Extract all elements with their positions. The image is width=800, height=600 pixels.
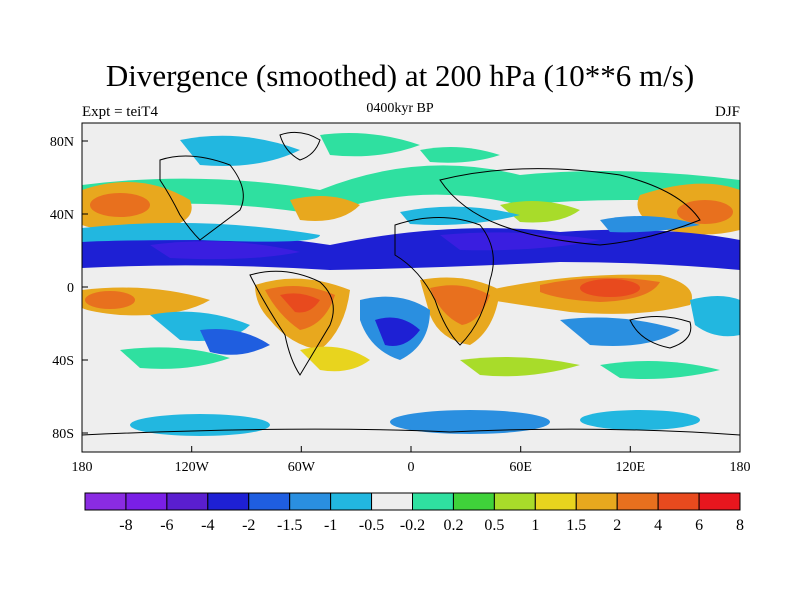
colorbar-label: -1.5 [277,517,302,534]
colorbar-swatch [575,492,618,511]
colorbar-swatch [371,492,413,511]
colorbar-label: 8 [736,517,744,534]
y-label-40n: 40N [50,208,74,223]
colorbar-label: 4 [654,517,662,534]
colorbar-swatch [534,492,577,511]
x-label-120e: 120E [616,460,646,475]
colorbar-label: 2 [613,517,621,534]
season-label: DJF [714,104,740,120]
colorbar-swatch [493,492,536,511]
colorbar-label: 1 [531,517,539,534]
south-blue-patch [390,410,550,434]
x-label-60w: 60W [288,460,316,475]
x-label-0: 0 [408,460,415,475]
colorbar-label: -6 [160,517,173,534]
x-label-180w: 180 [72,460,93,475]
colorbar-swatch [616,492,659,511]
map-field [82,123,740,452]
map-title: Divergence (smoothed) at 200 hPa (10**6 … [105,58,695,93]
colorbar-label: 6 [695,517,703,534]
coastlines [82,131,740,436]
colorbar: -8 -6 -4 -2 -1.5 -1 -0.5 -0.2 0.2 0.5 1 1.5 2 4 6 8 [84,492,744,534]
colorbar-swatch [166,492,209,511]
colorbar-swatch [248,492,291,511]
y-axis: 80N 40N 0 40S 80S [50,135,88,442]
x-label-180e: 180 [730,460,751,475]
experiment-label: Expt = teiT4 [82,104,158,120]
y-label-40s: 40S [52,354,74,369]
x-axis: 180 120W 60W 0 60E 120E 180 [72,446,751,475]
colorbar-label: -1 [324,517,337,534]
colorbar-label: 0.5 [484,517,504,534]
colorbar-swatch [657,492,700,511]
colorbar-label: -4 [201,517,214,534]
x-label-60e: 60E [509,460,532,475]
colorbar-swatch [289,492,332,511]
period-label: 0400kyr BP [366,101,434,116]
colorbar-label: -0.2 [400,517,425,534]
y-label-80s: 80S [52,427,74,442]
colorbar-label: -8 [119,517,132,534]
colorbar-swatch [207,492,250,511]
colorbar-label: -2 [242,517,255,534]
colorbar-swatch [84,492,127,511]
colorbar-swatch [330,492,373,511]
colorbar-swatch [452,492,495,511]
colorbar-swatch [125,492,168,511]
colorbar-label: -0.5 [359,517,384,534]
colorbar-label: 1.5 [566,517,586,534]
y-label-80n: 80N [50,135,74,150]
colorbar-swatch [698,492,741,511]
y-label-0: 0 [67,281,74,296]
colorbar-label: 0.2 [443,517,463,534]
x-label-120w: 120W [175,460,210,475]
colorbar-swatch [412,492,454,511]
